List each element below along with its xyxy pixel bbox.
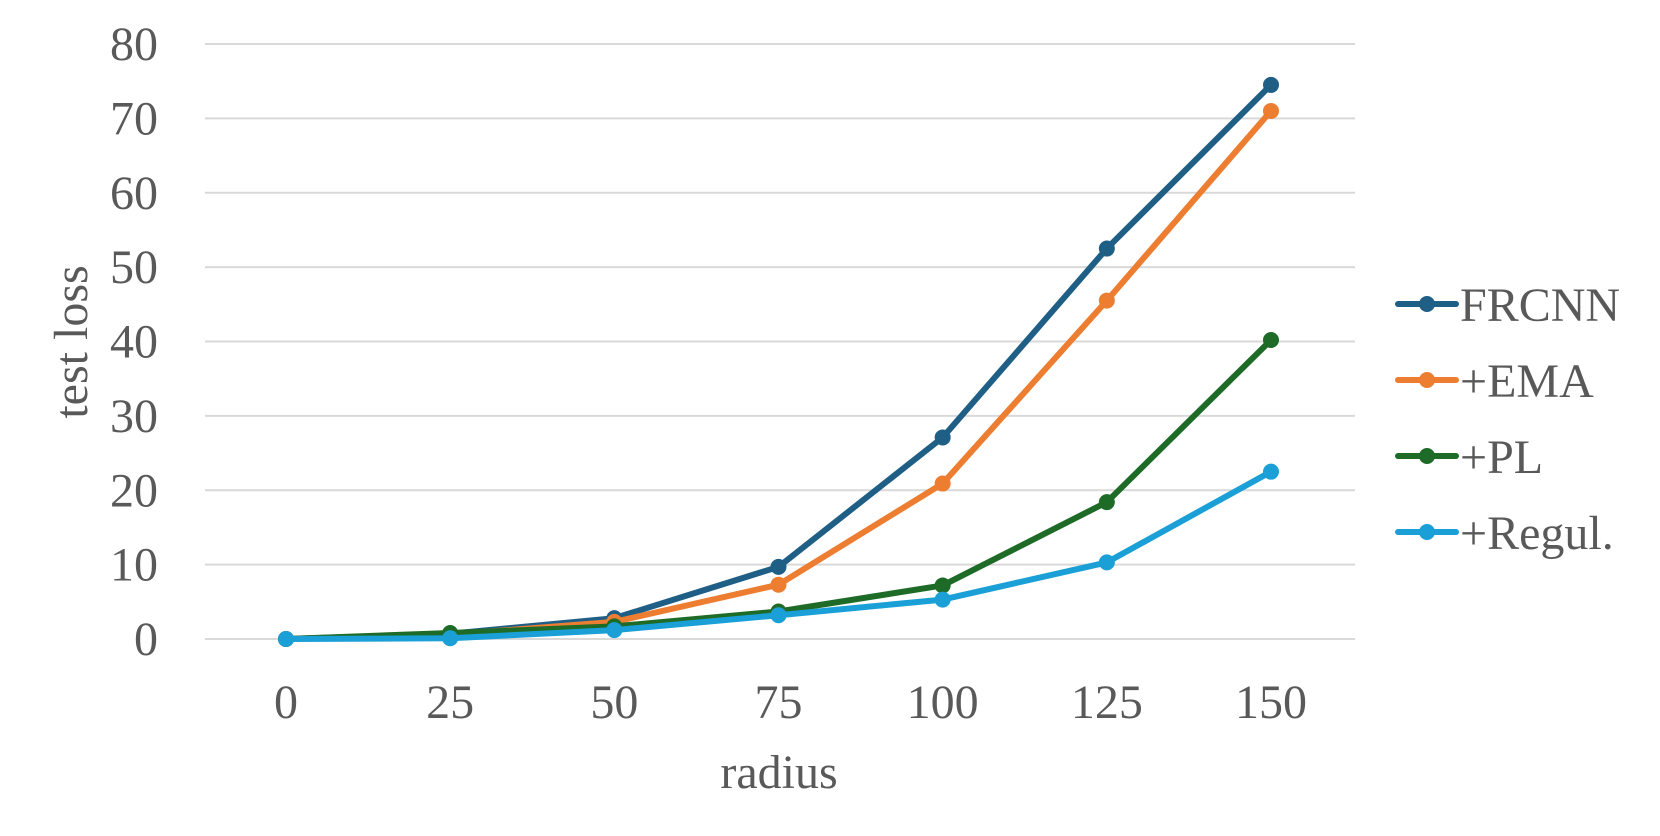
data-point-ema [1263,102,1279,119]
y-tick-label: 40 [110,316,158,369]
x-tick-label: 125 [1071,676,1143,729]
data-point-frcnn [1263,76,1279,93]
data-point-pl [934,577,951,594]
x-tick-label: 75 [755,676,803,729]
data-point-regul [1263,463,1279,480]
x-tick-label: 50 [590,676,638,729]
y-axis-title: test loss [45,265,98,418]
legend-label: +PL [1460,431,1543,484]
legend-item-ema: +EMA [1395,355,1594,408]
data-point-regul [606,622,623,639]
y-tick-label: 70 [110,92,158,145]
x-tick-label: 100 [907,676,979,729]
legend-marker [1419,448,1435,464]
data-point-ema [934,475,951,492]
legend-label: FRCNN [1460,279,1620,332]
x-tick-label: 150 [1235,676,1307,729]
legend-item-pl: +PL [1395,431,1543,484]
legend-marker [1419,372,1435,388]
data-point-ema [770,576,787,593]
data-point-pl [1098,494,1115,511]
legend-marker [1419,524,1435,540]
data-point-frcnn [1098,240,1115,257]
series-group [278,76,1279,647]
x-tick-label: 0 [274,676,298,729]
y-tick-label: 30 [110,390,158,443]
gridlines [205,43,1355,640]
y-tick-label: 50 [110,241,158,294]
y-tick-label: 0 [134,613,158,666]
data-point-regul [770,607,787,624]
data-point-frcnn [770,558,787,575]
y-tick-label: 80 [110,18,158,71]
data-point-regul [278,631,294,647]
legend-label: +Regul. [1460,507,1614,560]
y-tick-label: 20 [110,464,158,517]
legend-item-regul: +Regul. [1395,507,1614,560]
y-axis-ticks: 0 10 20 30 40 50 60 70 80 [110,18,158,666]
y-tick-label: 60 [110,167,158,220]
data-point-frcnn [934,429,951,446]
series-regul [278,463,1279,647]
x-tick-label: 25 [426,676,474,729]
legend-label: +EMA [1460,355,1594,408]
y-tick-label: 10 [110,539,158,592]
data-point-pl [1263,332,1279,349]
x-axis-ticks: 0 25 50 75 100 125 150 [274,676,1307,729]
data-point-ema [1098,292,1115,309]
legend-item-frcnn: FRCNN [1395,279,1620,332]
data-point-regul [442,630,459,647]
data-point-regul [934,591,951,608]
x-axis-title: radius [720,746,837,799]
data-point-regul [1098,554,1115,571]
series-frcnn [278,76,1279,647]
legend: FRCNN +EMA +PL +Regul. [1395,279,1620,560]
legend-marker [1419,296,1435,312]
